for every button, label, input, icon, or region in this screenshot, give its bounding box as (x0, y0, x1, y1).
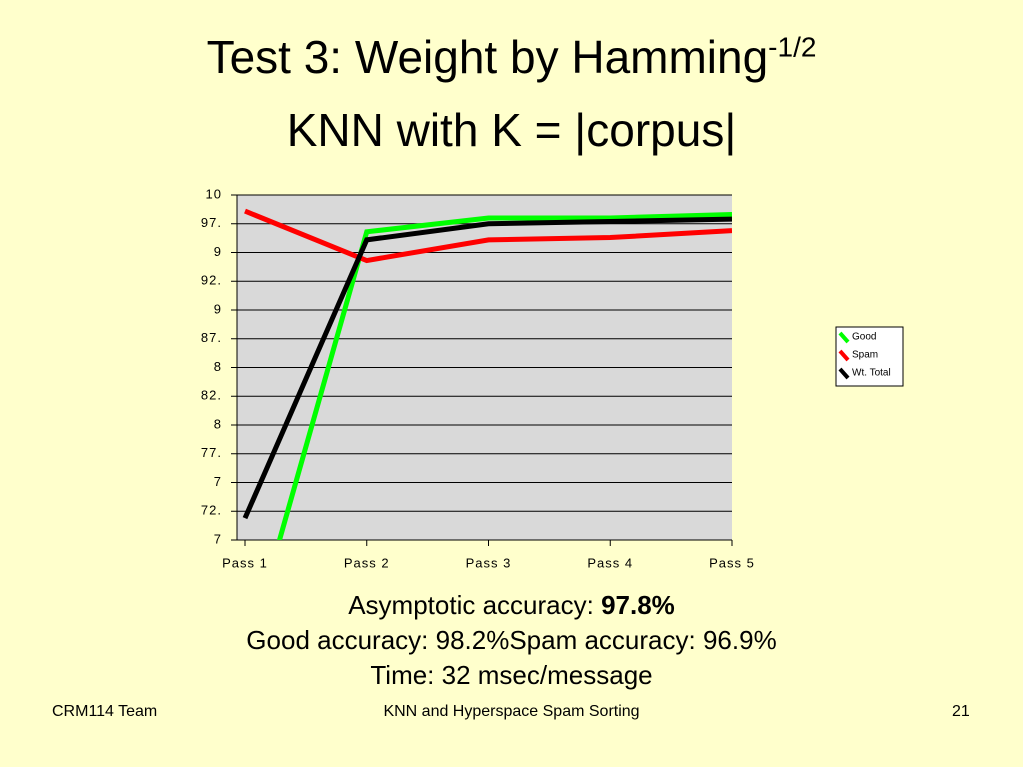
y-tick-label: 97. (201, 215, 222, 230)
x-tick-label: Pass 1 (222, 555, 268, 570)
title-line2: KNN with K = |corpus| (286, 104, 737, 156)
series-line (244, 208, 732, 264)
y-tick-label: 87. (201, 330, 222, 345)
footer-right: 21 (952, 703, 970, 720)
y-tick-label: 7 (214, 474, 222, 489)
caption-1-text: Asymptotic accuracy: (348, 590, 602, 620)
title-line1: Test 3: Weight by Hamming-1/2 (0, 30, 1023, 84)
lines (242, 208, 732, 540)
y-tick-label: 7 (214, 531, 222, 546)
caption-1-bold: 97.8% (601, 590, 675, 620)
legend-label: Wt. Total (852, 368, 891, 379)
y-tick-label: 82. (201, 388, 222, 403)
x-tick-label: Pass 4 (587, 555, 633, 570)
series-line (242, 216, 732, 520)
y-tick-label: 10 (206, 186, 222, 201)
legend-swatch (838, 331, 850, 344)
series-line (276, 212, 732, 540)
footer-center: KNN and Hyperspace Spam Sorting (383, 703, 640, 720)
footer-left: CRM114 Team (52, 703, 158, 720)
y-tick-label: 72. (201, 503, 222, 518)
y-tick-label: 9 (214, 301, 222, 316)
legend-label: Spam (852, 350, 878, 361)
legend-swatch (838, 367, 850, 380)
legend-label: Good (852, 332, 876, 343)
y-tick-label: 9 (214, 244, 222, 259)
x-tick-label: Pass 5 (709, 555, 755, 570)
caption-3: Time: 32 msec/message (370, 660, 653, 690)
x-tick-label: Pass 2 (344, 555, 390, 570)
y-tick-label: 8 (214, 359, 222, 374)
legend-swatch (838, 349, 850, 362)
caption-2: Good accuracy: 98.2%Spam accuracy: 96.9% (246, 625, 777, 655)
y-tick-label: 8 (214, 416, 222, 431)
y-tick-label: 77. (201, 445, 222, 460)
title-main: Test 3: Weight by Hamming (206, 31, 769, 83)
y-tick-label: 92. (201, 273, 222, 288)
x-tick-label: Pass 3 (466, 555, 512, 570)
title-superscript: -1/2 (768, 31, 817, 63)
caption-1: Asymptotic accuracy: 97.8% (0, 590, 1023, 621)
